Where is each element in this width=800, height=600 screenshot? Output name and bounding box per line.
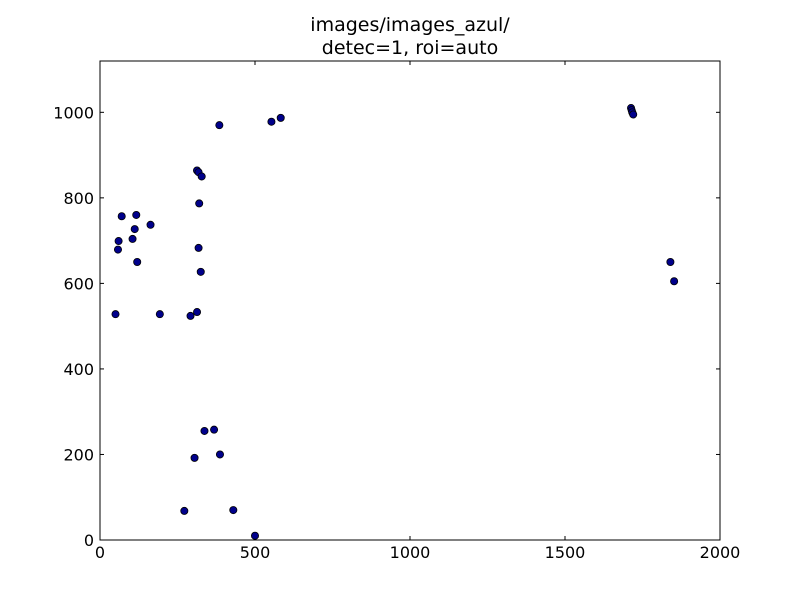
data-point bbox=[276, 113, 285, 122]
data-point bbox=[215, 121, 224, 130]
y-tick-label: 400 bbox=[63, 360, 94, 379]
scatter-points bbox=[111, 104, 679, 540]
axis-ticks: 0 500 1000 1500 2000 0 200 400 600 800 1000 bbox=[53, 61, 740, 562]
x-tick-label: 2000 bbox=[700, 543, 741, 562]
data-point bbox=[200, 426, 209, 435]
y-tick-label: 200 bbox=[63, 445, 94, 464]
plot-frame bbox=[99, 60, 721, 541]
y-tick-label: 0 bbox=[84, 531, 94, 550]
x-tick-label: 1500 bbox=[545, 543, 586, 562]
data-point bbox=[195, 199, 204, 208]
data-point bbox=[629, 110, 638, 119]
x-tick-label: 0 bbox=[95, 543, 105, 562]
data-point bbox=[111, 310, 120, 319]
data-point bbox=[193, 308, 202, 317]
data-point bbox=[132, 210, 141, 219]
plot-area bbox=[100, 61, 720, 540]
data-point bbox=[128, 234, 137, 243]
data-point bbox=[146, 220, 155, 229]
y-tick-label: 800 bbox=[63, 189, 94, 208]
data-point bbox=[210, 425, 219, 434]
data-point bbox=[194, 243, 203, 252]
chart-title-line-1: images/images_azul/ bbox=[310, 14, 510, 36]
y-tick-label: 600 bbox=[63, 274, 94, 293]
data-point bbox=[666, 258, 675, 267]
data-point bbox=[186, 311, 195, 320]
data-point bbox=[133, 258, 142, 267]
data-point bbox=[267, 117, 276, 126]
data-point bbox=[229, 506, 238, 515]
data-point bbox=[670, 277, 679, 286]
data-point bbox=[114, 237, 123, 246]
data-point bbox=[117, 212, 126, 221]
data-point bbox=[155, 310, 164, 319]
data-point bbox=[196, 267, 205, 276]
x-tick-label: 500 bbox=[240, 543, 271, 562]
data-point bbox=[215, 450, 224, 459]
y-tick-label: 1000 bbox=[53, 103, 94, 122]
data-point bbox=[190, 453, 199, 462]
data-point bbox=[130, 225, 139, 234]
data-point bbox=[180, 506, 189, 515]
data-point bbox=[250, 531, 259, 540]
data-point bbox=[197, 172, 206, 181]
data-point bbox=[113, 245, 122, 254]
chart-title-line-2: detec=1, roi=auto bbox=[322, 37, 498, 59]
x-tick-label: 1000 bbox=[390, 543, 431, 562]
